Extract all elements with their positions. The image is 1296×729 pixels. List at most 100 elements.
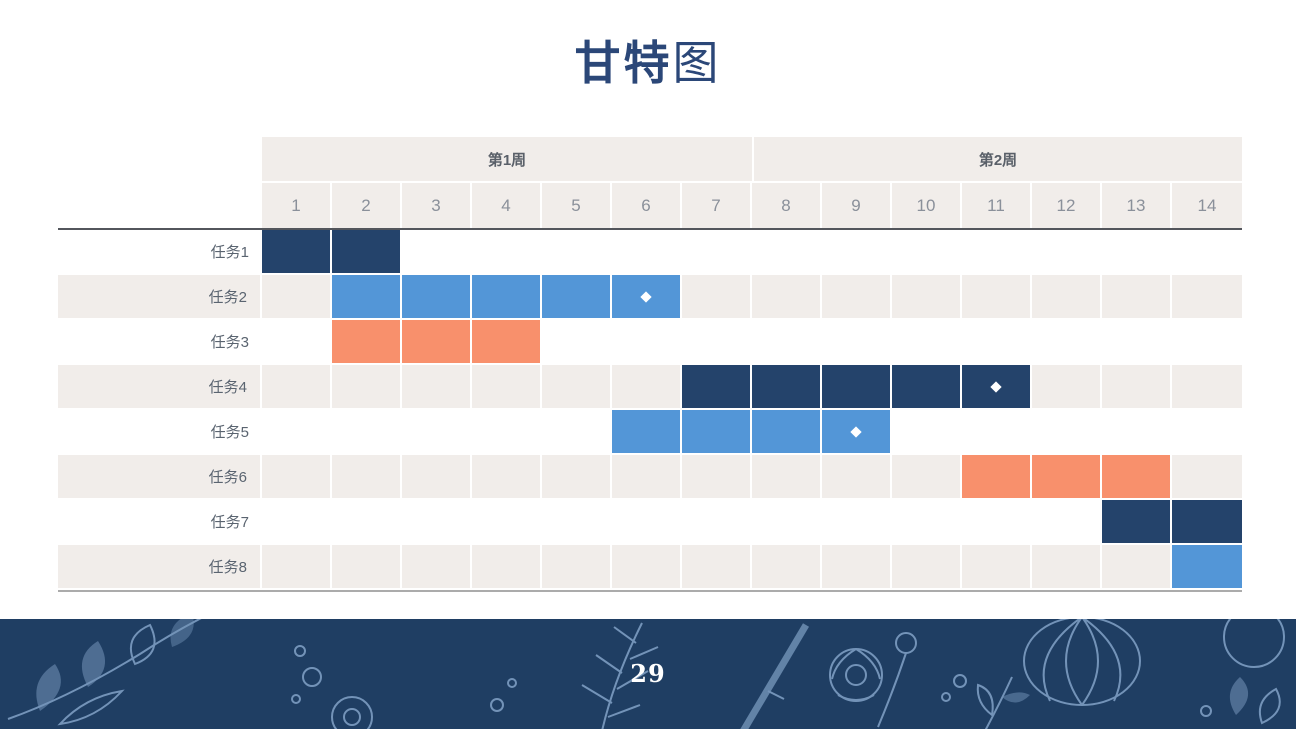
gantt-empty-cell (752, 320, 822, 363)
gantt-empty-cell (892, 410, 962, 453)
gantt-bar-cell (1102, 455, 1172, 498)
gantt-empty-cell (1172, 230, 1242, 273)
milestone-diamond-icon (990, 380, 1002, 393)
milestone-diamond-icon (850, 425, 862, 438)
task-label: 任务3 (210, 334, 249, 351)
gantt-empty-cell (542, 500, 612, 543)
gantt-bar-cell (332, 230, 402, 273)
gantt-empty-cell (962, 500, 1032, 543)
gantt-empty-cell (752, 275, 822, 318)
gantt-bar-cell (682, 365, 752, 408)
task-label: 任务6 (58, 455, 262, 498)
day-number-cell: 11 (962, 183, 1032, 228)
task-row: 任务1 (58, 230, 1242, 275)
gantt-empty-cell (332, 500, 402, 543)
day-number-cell: 7 (682, 183, 752, 228)
gantt-empty-cell (682, 545, 752, 588)
gantt-empty-cell (822, 230, 892, 273)
gantt-empty-cell (262, 410, 332, 453)
gantt-bar-cell (1172, 500, 1242, 543)
gantt-empty-cell (402, 500, 472, 543)
gantt-chart: 第1周 第2周 1 2 3 4 5 6 7 8 9 10 11 12 13 14 任务1 任务2 任务3 任务4 任… (58, 137, 1242, 592)
gantt-empty-cell (402, 455, 472, 498)
gantt-empty-cell (472, 230, 542, 273)
task-row-grid: 任务3 (58, 320, 1242, 363)
task-label: 任务8 (58, 545, 262, 588)
gantt-empty-cell (1102, 545, 1172, 588)
gantt-empty-cell (752, 545, 822, 588)
gantt-empty-cell (822, 545, 892, 588)
gantt-empty-cell (472, 455, 542, 498)
gantt-empty-cell (892, 320, 962, 363)
task-row-grid: 任务5 (58, 410, 1242, 453)
task-row: 任务2 (58, 275, 1242, 320)
gantt-bar-cell (402, 320, 472, 363)
day-number-cell: 14 (1172, 183, 1242, 228)
gantt-empty-cell (612, 365, 682, 408)
day-number-cell: 8 (752, 183, 822, 228)
week-header-label: 第2周 (752, 137, 1242, 181)
gantt-empty-cell (962, 230, 1032, 273)
gantt-empty-cell (332, 410, 402, 453)
day-header-row: 1 2 3 4 5 6 7 8 9 10 11 12 13 14 (58, 183, 1242, 228)
gantt-empty-cell (262, 275, 332, 318)
gantt-empty-cell (682, 320, 752, 363)
day-number-cell: 4 (472, 183, 542, 228)
gantt-empty-cell (542, 455, 612, 498)
gantt-bar-cell (612, 410, 682, 453)
gantt-empty-cell (892, 500, 962, 543)
gantt-bar-cell (822, 410, 892, 453)
gantt-empty-cell (332, 365, 402, 408)
gantt-empty-cell (262, 320, 332, 363)
gantt-bar-cell (752, 365, 822, 408)
gantt-empty-cell (752, 500, 822, 543)
page-title: 甘特图 (0, 36, 1296, 91)
gantt-bar-cell (962, 365, 1032, 408)
gantt-empty-cell (1102, 365, 1172, 408)
gantt-empty-cell (542, 230, 612, 273)
table-bottom-rule (58, 590, 1242, 592)
gantt-bar-cell (402, 275, 472, 318)
gantt-empty-cell (892, 275, 962, 318)
gantt-empty-cell (822, 320, 892, 363)
gantt-empty-cell (962, 275, 1032, 318)
gantt-empty-cell (402, 545, 472, 588)
gantt-bar-cell (892, 365, 962, 408)
gantt-empty-cell (542, 365, 612, 408)
day-number-cell: 10 (892, 183, 962, 228)
gantt-empty-cell (682, 455, 752, 498)
task-row-grid: 任务7 (58, 500, 1242, 543)
gantt-empty-cell (612, 455, 682, 498)
gantt-bar-cell (332, 320, 402, 363)
gantt-empty-cell (1032, 275, 1102, 318)
gantt-empty-cell (262, 455, 332, 498)
gantt-bar-cell (332, 275, 402, 318)
gantt-bar-cell (262, 230, 332, 273)
gantt-empty-cell (752, 230, 822, 273)
gantt-empty-cell (542, 320, 612, 363)
task-row-grid: 任务8 (58, 545, 1242, 588)
day-number-cell: 1 (262, 183, 332, 228)
task-row-grid: 任务1 (58, 230, 1242, 273)
gantt-bar-cell (472, 275, 542, 318)
gantt-empty-cell (1172, 320, 1242, 363)
gantt-empty-cell (822, 455, 892, 498)
day-number-cell: 12 (1032, 183, 1102, 228)
gantt-empty-cell (1102, 320, 1172, 363)
day-number-cell: 5 (542, 183, 612, 228)
gantt-empty-cell (892, 230, 962, 273)
gantt-empty-cell (332, 545, 402, 588)
gantt-empty-cell (962, 545, 1032, 588)
row-spacer (58, 137, 262, 181)
gantt-empty-cell (822, 500, 892, 543)
task-row: 任务7 (58, 500, 1242, 545)
gantt-empty-cell (472, 365, 542, 408)
task-row-grid: 任务4 (58, 365, 1242, 408)
task-row-grid: 任务2 (58, 275, 1242, 318)
gantt-bar-cell (612, 275, 682, 318)
gantt-empty-cell (892, 455, 962, 498)
gantt-empty-cell (1172, 275, 1242, 318)
page-title-regular: 图 (672, 37, 722, 89)
gantt-empty-cell (472, 545, 542, 588)
task-row: 任务6 (58, 455, 1242, 500)
